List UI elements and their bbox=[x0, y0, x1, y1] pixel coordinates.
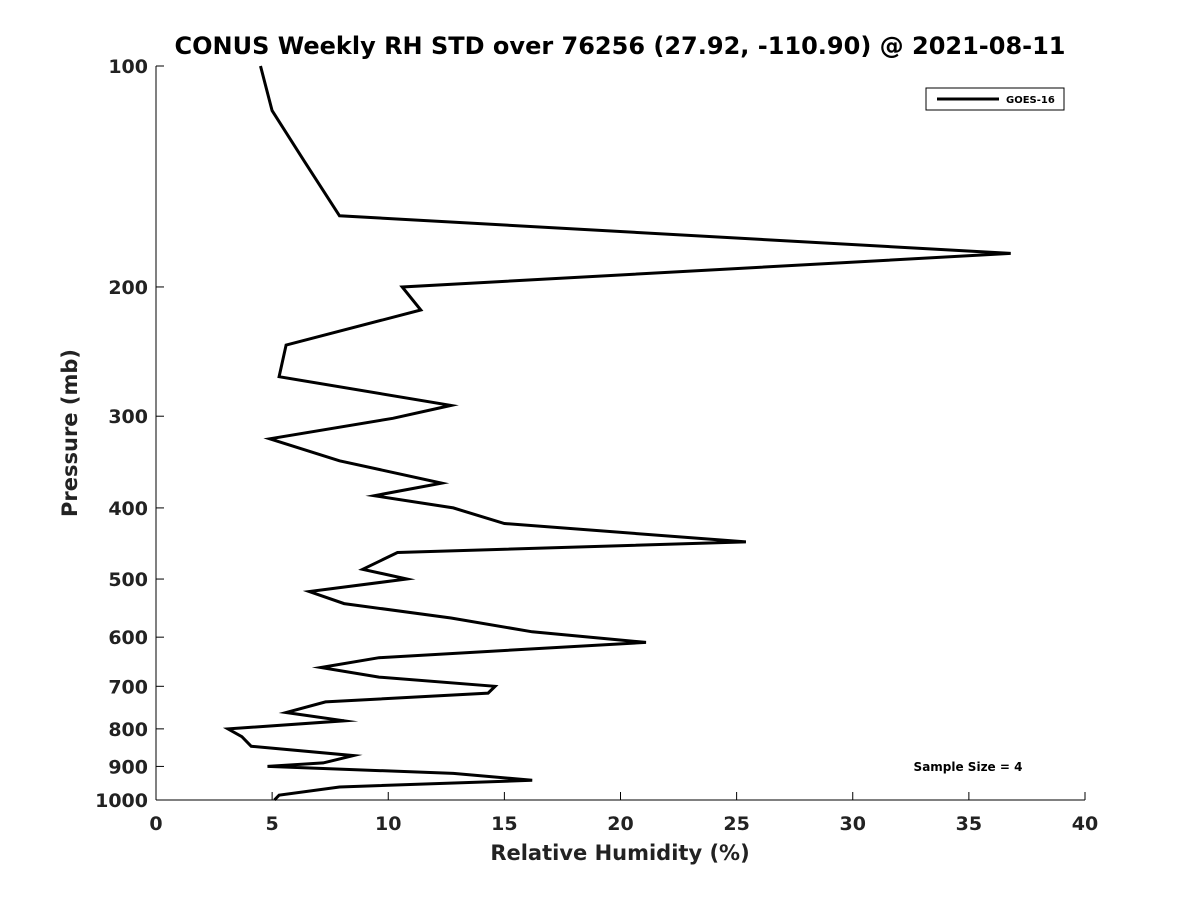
plot-area: 0 5 10 15 20 25 30 35 40 100 200 300 400 500 600 700 800… bbox=[95, 56, 1098, 835]
x-tick-label: 0 bbox=[149, 813, 162, 835]
y-tick-label: 200 bbox=[108, 277, 148, 299]
x-tick-label: 20 bbox=[607, 813, 633, 835]
y-tick-label: 100 bbox=[108, 56, 148, 78]
y-tick-label: 500 bbox=[108, 569, 148, 591]
legend-label-goes-16: GOES-16 bbox=[1006, 95, 1055, 106]
y-axis-label: Pressure (mb) bbox=[58, 349, 82, 517]
y-tick-label: 600 bbox=[108, 627, 148, 649]
y-tick-label: 900 bbox=[108, 756, 148, 778]
y-tick-label: 1000 bbox=[95, 790, 148, 812]
y-tick-label: 300 bbox=[108, 406, 148, 428]
x-axis-label: Relative Humidity (%) bbox=[490, 841, 749, 865]
x-tick-label: 10 bbox=[375, 813, 401, 835]
y-tick-label: 800 bbox=[108, 719, 148, 741]
x-tick-label: 35 bbox=[956, 813, 982, 835]
legend: GOES-16 bbox=[925, 87, 1065, 111]
x-tick-label: 5 bbox=[266, 813, 279, 835]
x-tick-label: 25 bbox=[723, 813, 749, 835]
chart-title: CONUS Weekly RH STD over 76256 (27.92, -… bbox=[174, 32, 1065, 60]
x-tick-label: 40 bbox=[1072, 813, 1098, 835]
y-tick-label: 700 bbox=[108, 676, 148, 698]
series-line-goes-16 bbox=[222, 65, 1011, 802]
sample-size-annotation: Sample Size = 4 bbox=[914, 760, 1023, 774]
x-tick-label: 15 bbox=[491, 813, 517, 835]
x-tick-label: 30 bbox=[840, 813, 866, 835]
y-tick-label: 400 bbox=[108, 498, 148, 520]
